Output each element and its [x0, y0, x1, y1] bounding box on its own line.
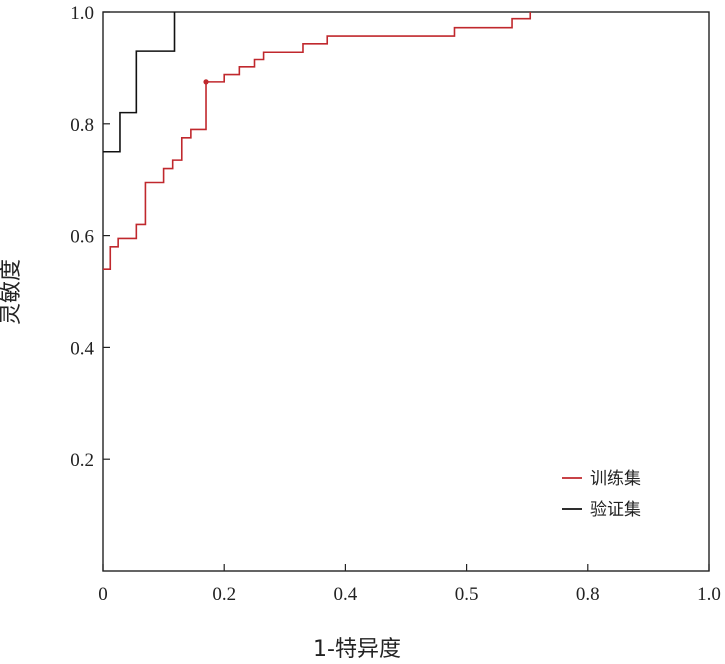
validation-roc-line [103, 12, 176, 153]
series-layer [103, 12, 532, 270]
axis-ticks [102, 11, 710, 571]
train-marker-point [203, 79, 209, 85]
legend: 训练集 验证集 [562, 469, 641, 520]
legend-label-validation: 验证集 [590, 500, 641, 520]
y-axis-title: 灵敏度 [0, 259, 24, 325]
x-tick-label: 0.2 [212, 584, 236, 605]
x-tick-label: 0.5 [455, 584, 479, 605]
y-tick-label: 0.6 [70, 227, 94, 248]
x-tick-label: 0.4 [334, 584, 358, 605]
x-tick-label: 0 [98, 584, 108, 605]
x-axis-title: 1-特异度 [313, 637, 401, 662]
x-tick-label: 0.8 [576, 584, 600, 605]
axis-tick-labels: 0 0.2 0.4 0.5 0.8 1.0 0.2 0.4 0.6 0.8 1.0 [70, 3, 721, 605]
y-tick-label: 0.8 [70, 115, 94, 136]
plot-frame [102, 11, 710, 572]
y-tick-label: 0.4 [70, 338, 94, 359]
y-tick-label: 0.2 [70, 450, 94, 471]
y-tick-label: 1.0 [70, 3, 94, 24]
x-tick-label: 1.0 [697, 584, 721, 605]
legend-label-train: 训练集 [590, 469, 641, 489]
